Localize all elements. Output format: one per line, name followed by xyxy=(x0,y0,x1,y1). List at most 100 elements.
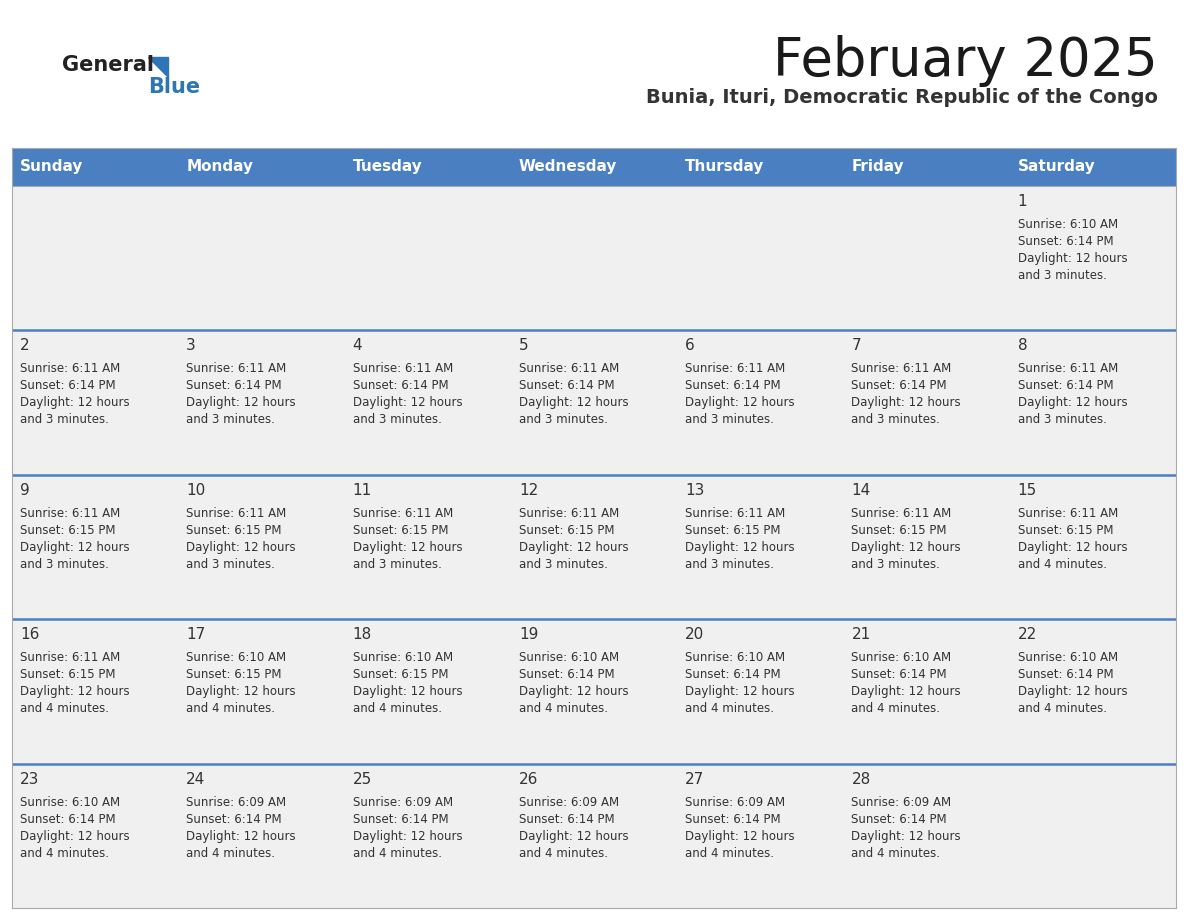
Text: Sunrise: 6:09 AM: Sunrise: 6:09 AM xyxy=(353,796,453,809)
Text: Friday: Friday xyxy=(852,160,904,174)
Text: Daylight: 12 hours: Daylight: 12 hours xyxy=(852,830,961,843)
Text: Sunset: 6:14 PM: Sunset: 6:14 PM xyxy=(852,812,947,825)
Text: and 4 minutes.: and 4 minutes. xyxy=(852,846,941,859)
Text: Sunrise: 6:09 AM: Sunrise: 6:09 AM xyxy=(187,796,286,809)
Text: 4: 4 xyxy=(353,339,362,353)
Text: Sunrise: 6:11 AM: Sunrise: 6:11 AM xyxy=(20,363,120,375)
Text: Sunrise: 6:11 AM: Sunrise: 6:11 AM xyxy=(1018,363,1118,375)
Text: Sunrise: 6:10 AM: Sunrise: 6:10 AM xyxy=(685,651,785,665)
Text: Sunset: 6:14 PM: Sunset: 6:14 PM xyxy=(519,812,614,825)
Text: Daylight: 12 hours: Daylight: 12 hours xyxy=(852,541,961,554)
Text: and 3 minutes.: and 3 minutes. xyxy=(852,558,941,571)
Text: Wednesday: Wednesday xyxy=(519,160,618,174)
Text: Sunrise: 6:10 AM: Sunrise: 6:10 AM xyxy=(519,651,619,665)
Text: and 3 minutes.: and 3 minutes. xyxy=(20,413,109,426)
Text: Daylight: 12 hours: Daylight: 12 hours xyxy=(519,685,628,699)
Text: Sunset: 6:14 PM: Sunset: 6:14 PM xyxy=(20,379,115,392)
Text: and 4 minutes.: and 4 minutes. xyxy=(519,846,608,859)
Text: Sunrise: 6:11 AM: Sunrise: 6:11 AM xyxy=(685,363,785,375)
Text: Daylight: 12 hours: Daylight: 12 hours xyxy=(685,397,795,409)
Text: Sunset: 6:15 PM: Sunset: 6:15 PM xyxy=(187,668,282,681)
Text: and 4 minutes.: and 4 minutes. xyxy=(187,846,276,859)
Text: and 3 minutes.: and 3 minutes. xyxy=(685,413,775,426)
Text: Sunrise: 6:10 AM: Sunrise: 6:10 AM xyxy=(852,651,952,665)
Text: Sunset: 6:14 PM: Sunset: 6:14 PM xyxy=(20,812,115,825)
Text: Daylight: 12 hours: Daylight: 12 hours xyxy=(852,685,961,699)
Text: Sunrise: 6:10 AM: Sunrise: 6:10 AM xyxy=(1018,218,1118,231)
Text: Daylight: 12 hours: Daylight: 12 hours xyxy=(685,830,795,843)
Text: and 3 minutes.: and 3 minutes. xyxy=(353,413,442,426)
Text: Sunrise: 6:11 AM: Sunrise: 6:11 AM xyxy=(20,507,120,520)
Text: 3: 3 xyxy=(187,339,196,353)
Text: Sunrise: 6:11 AM: Sunrise: 6:11 AM xyxy=(187,363,286,375)
Text: 2: 2 xyxy=(20,339,30,353)
Bar xyxy=(12,475,1176,620)
Text: and 3 minutes.: and 3 minutes. xyxy=(519,558,608,571)
Text: and 4 minutes.: and 4 minutes. xyxy=(353,702,442,715)
Text: Sunrise: 6:10 AM: Sunrise: 6:10 AM xyxy=(20,796,120,809)
Text: Sunrise: 6:11 AM: Sunrise: 6:11 AM xyxy=(852,507,952,520)
Text: Sunset: 6:14 PM: Sunset: 6:14 PM xyxy=(852,668,947,681)
Text: Daylight: 12 hours: Daylight: 12 hours xyxy=(20,685,129,699)
Text: Sunrise: 6:11 AM: Sunrise: 6:11 AM xyxy=(353,363,453,375)
Text: Sunrise: 6:11 AM: Sunrise: 6:11 AM xyxy=(187,507,286,520)
Text: 6: 6 xyxy=(685,339,695,353)
Text: Sunrise: 6:11 AM: Sunrise: 6:11 AM xyxy=(1018,507,1118,520)
Text: Sunset: 6:14 PM: Sunset: 6:14 PM xyxy=(852,379,947,392)
Text: 8: 8 xyxy=(1018,339,1028,353)
Text: 26: 26 xyxy=(519,772,538,787)
Bar xyxy=(12,330,1176,475)
Text: 10: 10 xyxy=(187,483,206,498)
Bar xyxy=(12,148,1176,186)
Text: and 3 minutes.: and 3 minutes. xyxy=(353,558,442,571)
Text: Sunrise: 6:11 AM: Sunrise: 6:11 AM xyxy=(353,507,453,520)
Text: Daylight: 12 hours: Daylight: 12 hours xyxy=(1018,685,1127,699)
Text: and 3 minutes.: and 3 minutes. xyxy=(852,413,941,426)
Text: Daylight: 12 hours: Daylight: 12 hours xyxy=(685,541,795,554)
Text: Bunia, Ituri, Democratic Republic of the Congo: Bunia, Ituri, Democratic Republic of the… xyxy=(646,88,1158,107)
Text: 22: 22 xyxy=(1018,627,1037,643)
Text: Thursday: Thursday xyxy=(685,160,765,174)
Text: Sunset: 6:14 PM: Sunset: 6:14 PM xyxy=(187,379,282,392)
Text: and 3 minutes.: and 3 minutes. xyxy=(1018,269,1106,282)
Text: Daylight: 12 hours: Daylight: 12 hours xyxy=(519,830,628,843)
Text: Sunrise: 6:11 AM: Sunrise: 6:11 AM xyxy=(685,507,785,520)
Text: 12: 12 xyxy=(519,483,538,498)
Text: and 4 minutes.: and 4 minutes. xyxy=(353,846,442,859)
Text: Daylight: 12 hours: Daylight: 12 hours xyxy=(20,397,129,409)
Text: Daylight: 12 hours: Daylight: 12 hours xyxy=(353,397,462,409)
Text: Sunset: 6:15 PM: Sunset: 6:15 PM xyxy=(20,668,115,681)
Text: and 4 minutes.: and 4 minutes. xyxy=(20,702,109,715)
Text: 1: 1 xyxy=(1018,194,1028,209)
Text: 27: 27 xyxy=(685,772,704,787)
Text: and 4 minutes.: and 4 minutes. xyxy=(20,846,109,859)
Text: Sunset: 6:15 PM: Sunset: 6:15 PM xyxy=(852,524,947,537)
Text: Blue: Blue xyxy=(148,77,200,97)
Text: Sunrise: 6:09 AM: Sunrise: 6:09 AM xyxy=(519,796,619,809)
Text: 16: 16 xyxy=(20,627,39,643)
Text: Daylight: 12 hours: Daylight: 12 hours xyxy=(1018,541,1127,554)
Text: 15: 15 xyxy=(1018,483,1037,498)
Text: Daylight: 12 hours: Daylight: 12 hours xyxy=(852,397,961,409)
Text: Sunrise: 6:09 AM: Sunrise: 6:09 AM xyxy=(685,796,785,809)
Text: Sunset: 6:15 PM: Sunset: 6:15 PM xyxy=(519,524,614,537)
Text: Sunset: 6:15 PM: Sunset: 6:15 PM xyxy=(353,524,448,537)
Text: and 4 minutes.: and 4 minutes. xyxy=(685,702,775,715)
Text: 13: 13 xyxy=(685,483,704,498)
Text: Sunrise: 6:11 AM: Sunrise: 6:11 AM xyxy=(852,363,952,375)
Text: Sunday: Sunday xyxy=(20,160,83,174)
Text: and 3 minutes.: and 3 minutes. xyxy=(685,558,775,571)
Text: and 4 minutes.: and 4 minutes. xyxy=(1018,558,1107,571)
Text: Sunset: 6:15 PM: Sunset: 6:15 PM xyxy=(353,668,448,681)
Text: 17: 17 xyxy=(187,627,206,643)
Text: General: General xyxy=(62,55,154,75)
Text: Daylight: 12 hours: Daylight: 12 hours xyxy=(519,541,628,554)
Text: Sunset: 6:14 PM: Sunset: 6:14 PM xyxy=(685,812,781,825)
Text: and 4 minutes.: and 4 minutes. xyxy=(685,846,775,859)
Text: Sunset: 6:15 PM: Sunset: 6:15 PM xyxy=(1018,524,1113,537)
Text: Sunset: 6:14 PM: Sunset: 6:14 PM xyxy=(187,812,282,825)
Text: Sunset: 6:14 PM: Sunset: 6:14 PM xyxy=(353,812,448,825)
Text: Daylight: 12 hours: Daylight: 12 hours xyxy=(20,541,129,554)
Text: Monday: Monday xyxy=(187,160,253,174)
Text: Daylight: 12 hours: Daylight: 12 hours xyxy=(187,830,296,843)
